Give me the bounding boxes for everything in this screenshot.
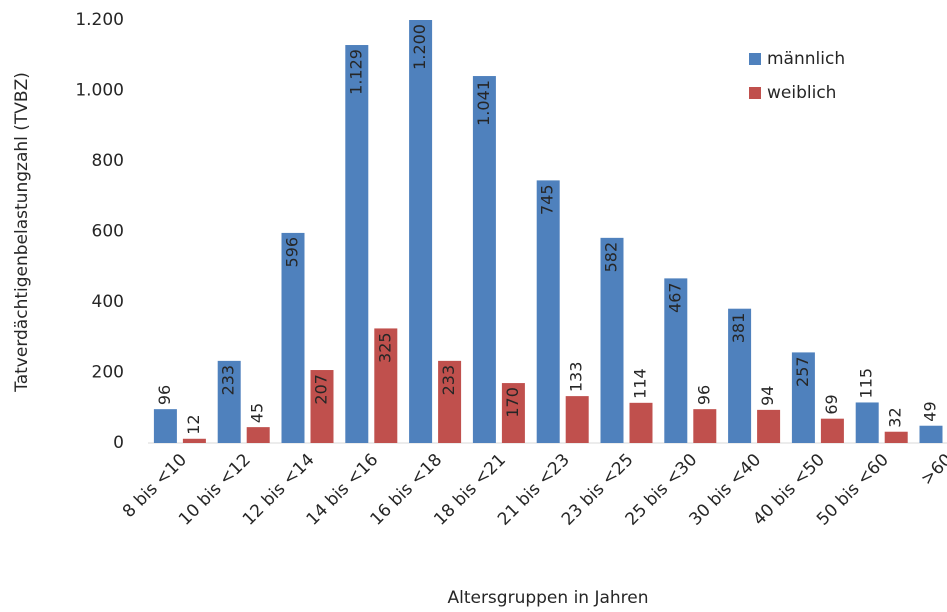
value-label: 32 [886,407,905,427]
bar [693,409,717,443]
value-label: 381 [729,313,748,344]
legend-label: männlich [767,49,845,69]
value-label: 45 [248,403,267,423]
x-axis-title: Altersgruppen in Jahren [447,588,648,608]
bar [820,418,844,443]
value-label: 582 [602,242,621,273]
value-label: 467 [665,282,684,313]
bar [472,76,496,444]
legend-swatch [749,53,761,65]
y-tick-label: 600 [92,222,124,242]
bar [757,409,781,443]
bar [855,402,879,443]
bar [600,237,624,443]
value-label: 233 [439,365,458,396]
bar [664,278,688,443]
bar [217,360,241,443]
bar [884,431,908,443]
value-label: 233 [219,365,238,396]
bar [310,370,334,443]
value-label: 596 [283,237,302,268]
y-tick-label: 200 [92,363,124,383]
bar [728,308,752,443]
value-label: 133 [567,362,586,393]
value-label: 114 [631,368,650,399]
value-label: 1.129 [346,49,365,95]
value-label: 1.200 [410,24,429,70]
value-label: 745 [538,184,557,215]
y-tick-label: 400 [92,292,124,312]
bar [501,383,525,443]
x-tick-label: >60 [917,450,947,490]
value-label: 257 [793,356,812,387]
value-label: 96 [155,385,174,405]
y-tick-label: 1.200 [75,10,124,30]
value-label: 69 [822,394,841,414]
bar [536,180,560,443]
bar [374,328,398,443]
bar [246,427,270,443]
value-label: 94 [758,386,777,406]
value-label: 12 [184,414,203,434]
bar [629,402,653,443]
legend-box [737,40,905,112]
y-tick-label: 1.000 [75,81,124,101]
value-label: 49 [921,401,940,421]
bar [345,45,369,444]
bar [919,425,943,443]
y-tick-label: 0 [113,433,124,453]
bar [182,438,206,443]
legend-swatch [749,87,761,99]
bar [438,360,462,443]
bar [409,20,433,443]
value-label: 1.041 [474,80,493,126]
value-label: 207 [312,374,331,405]
bar [281,232,305,443]
bar [791,352,815,443]
value-label: 96 [694,385,713,405]
bar [153,409,177,443]
legend-label: weiblich [767,83,836,103]
y-tick-label: 800 [92,151,124,171]
value-label: 325 [375,332,394,363]
y-axis-title: Tatverdächtigenbelastungzahl (TVBZ) [12,72,32,393]
bar [565,396,589,443]
value-label: 170 [503,387,522,418]
value-label: 115 [857,368,876,399]
